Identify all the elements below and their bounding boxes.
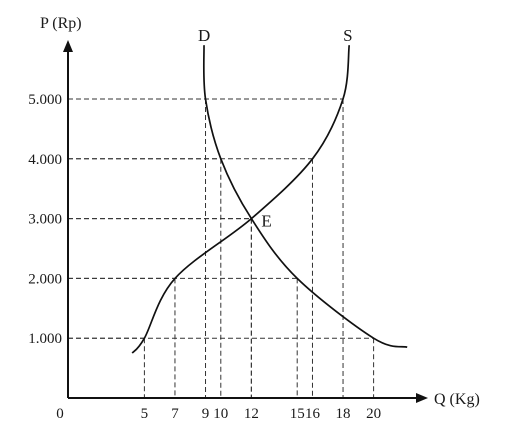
x-tick-label: 18 — [336, 406, 351, 422]
demand-curve — [204, 45, 407, 347]
y-tick-label: 1.000 — [28, 331, 62, 347]
y-tick-label: 4.000 — [28, 152, 62, 168]
x-tick-label: 9 — [202, 406, 210, 422]
dashed-guides — [68, 99, 374, 398]
y-axis-label: P (Rp) — [40, 15, 82, 32]
y-axis-arrow-icon — [63, 40, 73, 52]
curves — [132, 45, 407, 353]
y-tick-label: 3.000 — [28, 212, 62, 228]
x-tick-label: 7 — [171, 406, 179, 422]
x-tick-label: 16 — [305, 406, 321, 422]
demand-curve-label: D — [198, 26, 210, 45]
x-axis-arrow-icon — [416, 393, 428, 403]
x-tick-label: 5 — [141, 406, 149, 422]
equilibrium-label: E — [261, 212, 271, 231]
origin-label: 0 — [56, 406, 64, 422]
x-axis-label: Q (Kg) — [434, 391, 480, 408]
y-tick-label: 5.000 — [28, 92, 62, 108]
y-tick-label: 2.000 — [28, 271, 62, 287]
supply-curve-label: S — [343, 26, 352, 45]
tick-labels: 1.000 2.000 3.000 4.000 5.000 5 7 9 10 12 15 16 18 20 — [28, 92, 381, 422]
x-tick-label: 15 — [290, 406, 305, 422]
x-tick-label: 20 — [366, 406, 381, 422]
x-tick-label: 10 — [213, 406, 228, 422]
x-tick-label: 12 — [244, 406, 259, 422]
